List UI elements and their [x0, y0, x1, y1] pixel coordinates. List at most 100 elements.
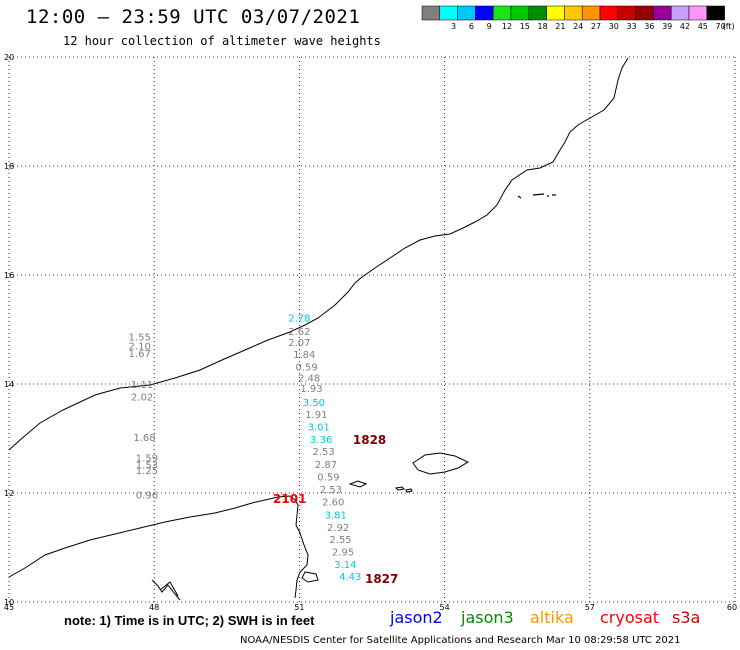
colorbar-tick-label: 24 [573, 22, 583, 31]
colorbar-tick-label: 6 [469, 22, 474, 31]
colorbar-tick-label: 33 [627, 22, 637, 31]
lon-tick-label: 51 [294, 603, 304, 612]
wave-height-value: 1.11 [131, 380, 153, 391]
wave-height-value: 0.96 [136, 490, 158, 501]
colorbar-tick-label: 36 [644, 22, 654, 31]
wave-height-value: 4.43 [339, 572, 361, 583]
credit-line: NOAA/NESDIS Center for Satellite Applica… [240, 635, 681, 646]
lon-tick-label: 54 [440, 603, 450, 612]
colorbar-swatch [475, 5, 494, 21]
track-timestamps: 1828 2101 1827 [273, 433, 398, 586]
wave-height-value: 1.67 [129, 349, 151, 360]
colorbar-tick-label: 27 [591, 22, 601, 31]
wave-height-value: 2.53 [320, 485, 342, 496]
colorbar: 3 6 9 12 15 18 21 24 27 30 33 36 39 42 45 70(ft) [421, 5, 735, 31]
colorbar-swatch [670, 5, 690, 21]
colorbar-swatch [439, 5, 458, 21]
abd-al-kuri-island [348, 480, 368, 488]
colorbar-swatch [635, 5, 654, 21]
somalia-coastline [8, 495, 309, 599]
colorbar-swatch [421, 5, 441, 21]
wave-height-value: 2.02 [131, 392, 153, 403]
wave-height-value: 1.93 [300, 384, 322, 395]
lon-tick-label: 48 [149, 603, 159, 612]
colorbar-swatch [653, 5, 672, 21]
colorbar-swatch [617, 5, 636, 21]
small-island-2 [405, 488, 413, 493]
colorbar-swatch [706, 5, 725, 21]
somalia-cape [301, 571, 319, 583]
colorbar-tick-label: 30 [609, 22, 619, 31]
colorbar-swatch [510, 5, 530, 21]
colorbar-tick-label: 18 [538, 22, 548, 31]
lat-tick-label: 16 [4, 271, 14, 280]
colorbar-swatch [581, 5, 601, 21]
colorbar-tick-label: 45 [698, 22, 708, 31]
colorbar-tick-label: 12 [502, 22, 512, 31]
wave-height-value: 1.91 [305, 410, 327, 421]
colorbar-tick-label: 3 [451, 22, 456, 31]
colorbar-tick-label: 70 [716, 22, 726, 31]
small-island-1 [394, 486, 406, 491]
colorbar-tick-label: 39 [662, 22, 672, 31]
satellite-jason3: jason3 [461, 608, 514, 627]
wave-height-value: 2.07 [288, 338, 310, 349]
wave-height-value: 1.55 [129, 332, 151, 343]
wave-height-value: 2.62 [288, 327, 310, 338]
wave-height-value: 3.14 [334, 560, 356, 571]
wave-height-value: 1.84 [293, 350, 315, 361]
wave-height-value: 0.59 [296, 362, 318, 373]
wave-height-value: 3.81 [325, 511, 347, 522]
wave-height-value: 2.95 [332, 548, 354, 559]
wave-height-value: 3.50 [303, 398, 325, 409]
lat-tick-label: 18 [4, 162, 14, 171]
lon-tick-label: 60 [727, 603, 737, 612]
track-timestamp: 1828 [353, 433, 386, 447]
wave-height-value: 1.25 [136, 466, 158, 477]
wave-height-value: 2.78 [288, 313, 310, 324]
lat-tick-label: 10 [4, 598, 14, 607]
wave-height-value: 3.36 [310, 435, 332, 446]
lat-tick-label: 14 [4, 380, 14, 389]
wave-height-value: 3.01 [308, 422, 330, 433]
footer-note: note: 1) Time is in UTC; 2) SWH is in fe… [64, 613, 315, 628]
wave-height-value: 1.59 [136, 453, 158, 464]
lon-tick-label: 45 [4, 603, 14, 612]
colorbar-tick-label: 21 [555, 22, 565, 31]
colorbar-tick-label: 42 [680, 22, 690, 31]
wave-height-value: 1.53 [136, 460, 158, 471]
colorbar-tick-label: 9 [487, 22, 492, 31]
wave-height-value: 0.59 [317, 472, 339, 483]
wave-height-value: 2.92 [327, 523, 349, 534]
wave-height-value: 1.68 [133, 433, 155, 444]
colorbar-swatch [688, 5, 708, 21]
wave-height-value: 2.53 [312, 447, 334, 458]
wave-height-value: 2.87 [315, 460, 337, 471]
map-title: 12:00 — 23:59 UTC 03/07/2021 [26, 6, 361, 28]
wave-height-value: 2.48 [298, 373, 320, 384]
kuria-muria-islands [517, 193, 556, 199]
somali-lagoon [151, 579, 181, 601]
colorbar-swatch [564, 5, 583, 21]
socotra-island [412, 452, 470, 475]
colorbar-swatch [457, 5, 476, 21]
satellite-jason2: jason2 [390, 608, 443, 627]
coastline [8, 57, 629, 601]
colorbar-swatch [528, 5, 547, 21]
track-timestamp: 1827 [365, 572, 398, 586]
arabian-coastline [8, 57, 629, 451]
colorbar-swatch [492, 5, 512, 21]
wave-height-value: 2.10 [129, 342, 151, 353]
colorbar-swatch [546, 5, 565, 21]
wave-height-value: 2.55 [329, 535, 351, 546]
colorbar-swatch [599, 5, 619, 21]
colorbar-unit: (ft) [723, 22, 735, 31]
wave-height-labels: 2.782.622.071.840.592.481.933.501.913.01… [129, 313, 362, 583]
satellite-altika: altika [530, 608, 574, 627]
colorbar-tick-label: 15 [520, 22, 530, 31]
lon-tick-label: 57 [585, 603, 595, 612]
satellite-s3a: s3a [672, 608, 701, 627]
wave-height-value: 2.60 [322, 498, 344, 509]
